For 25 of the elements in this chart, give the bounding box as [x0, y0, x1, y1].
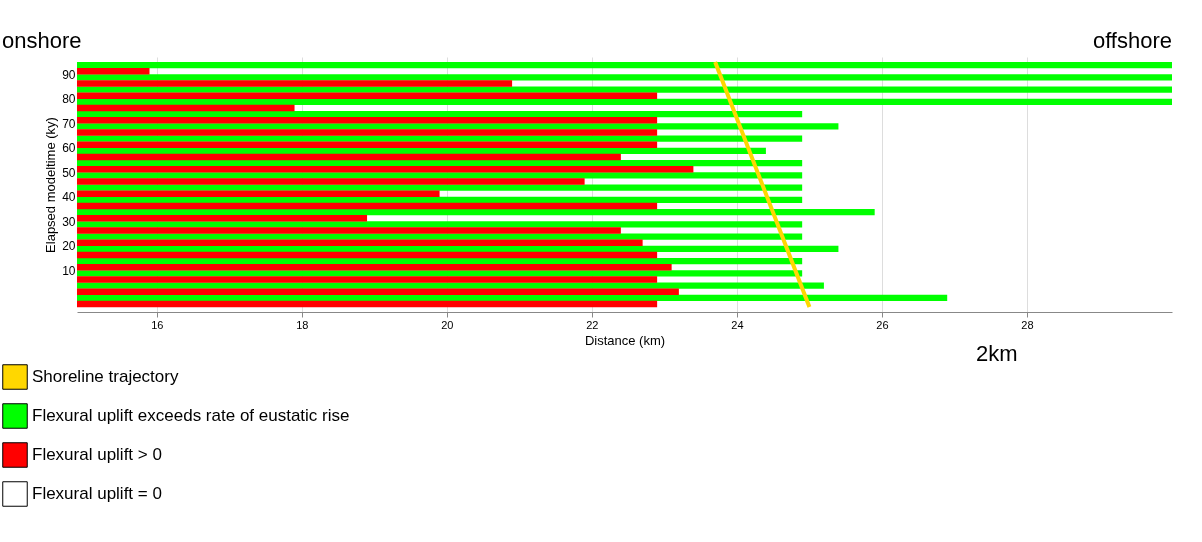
y-tick-label: 50	[62, 165, 76, 180]
y-axis-title: Elapsed modeltime (ky)	[43, 117, 59, 253]
x-tick-label: 22	[586, 318, 599, 331]
x-tick-label: 24	[731, 318, 744, 331]
x-axis-title: Distance (km)	[584, 332, 666, 348]
x-tick-label: 20	[441, 318, 454, 331]
y-tick-label: 60	[62, 141, 76, 156]
x-tick-label: 16	[151, 318, 164, 331]
x-tick-label: 18	[296, 318, 309, 331]
y-tick-label: 30	[62, 214, 76, 229]
legend-label: Flexural uplift = 0	[32, 484, 162, 503]
y-tick-label: 90	[62, 67, 76, 82]
y-tick-label: 10	[62, 263, 76, 278]
x-tick-label: 28	[1021, 318, 1034, 331]
y-tick-label: 80	[62, 92, 76, 107]
text: onshore	[2, 28, 82, 53]
legend-label: Shoreline trajectory	[32, 367, 179, 386]
y-tick-label: 40	[62, 190, 76, 205]
legend-label: Flexural uplift > 0	[32, 445, 162, 464]
text: 2km	[976, 341, 1018, 366]
y-tick-label: 20	[62, 239, 76, 254]
x-tick-label: 26	[876, 318, 889, 331]
legend-label: Flexural uplift exceeds rate of eustatic rise	[32, 406, 350, 425]
y-tick-label: 70	[62, 116, 76, 131]
text: offshore	[1092, 28, 1172, 53]
